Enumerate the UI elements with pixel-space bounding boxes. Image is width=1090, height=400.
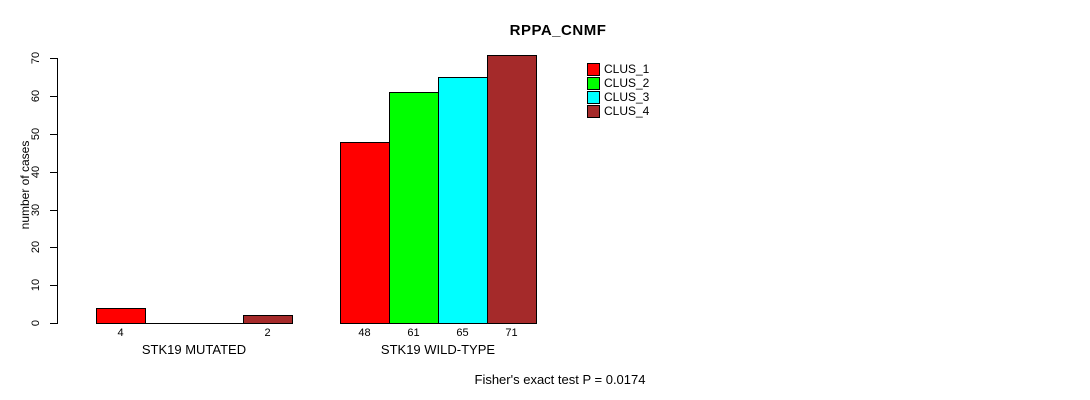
y-axis-tick: [50, 323, 57, 324]
legend: CLUS_1 CLUS_2 CLUS_3 CLUS_4: [587, 62, 649, 118]
y-axis-tick: [50, 285, 57, 287]
bar-value-label: 61: [407, 327, 420, 339]
legend-label: CLUS_2: [604, 76, 650, 90]
y-axis-tick: [50, 96, 57, 98]
y-axis-tick: [50, 134, 57, 135]
x-baseline: [96, 323, 293, 324]
legend-label: CLUS_4: [604, 104, 650, 118]
bar-clus_4: [243, 315, 293, 324]
bar-clus_1: [340, 142, 390, 324]
legend-item: CLUS_2: [587, 76, 649, 90]
y-tick-label: 20: [30, 241, 42, 254]
bar-clus_1: [96, 308, 146, 324]
bar-value-label: 65: [456, 327, 469, 339]
y-tick-label: 30: [30, 203, 42, 216]
legend-swatch-icon: [587, 104, 600, 118]
legend-swatch-icon: [587, 62, 600, 76]
bar-value-label: 2: [264, 327, 271, 339]
bar-value-label: 4: [117, 327, 124, 339]
bar-clus_4: [487, 55, 537, 324]
y-axis-tick: [50, 58, 57, 60]
y-axis-tick: [50, 209, 57, 211]
chart-title: RPPA_CNMF: [509, 22, 607, 39]
legend-swatch-icon: [587, 90, 600, 104]
y-tick-label: 40: [30, 165, 42, 178]
y-tick-label: 10: [30, 279, 42, 292]
group-label: STK19 MUTATED: [141, 342, 247, 357]
group-label: STK19 WILD-TYPE: [380, 342, 496, 357]
bar-clus_2: [389, 92, 439, 324]
y-axis-tick: [50, 247, 57, 249]
y-tick-label: 70: [30, 52, 42, 65]
y-tick-label: 0: [30, 319, 42, 327]
annotation-text: Fisher's exact test P = 0.0174: [474, 372, 646, 387]
legend-item: CLUS_4: [587, 104, 649, 118]
legend-item: CLUS_1: [587, 62, 649, 76]
y-axis-line: [57, 58, 58, 324]
bar-clus_3: [438, 77, 488, 324]
legend-swatch-icon: [587, 76, 600, 90]
legend-label: CLUS_1: [604, 62, 650, 76]
legend-label: CLUS_3: [604, 90, 650, 104]
y-tick-label: 60: [30, 90, 42, 103]
bar-value-label: 71: [505, 327, 518, 339]
bar-value-label: 48: [358, 327, 371, 339]
y-axis-tick: [50, 171, 57, 173]
legend-item: CLUS_3: [587, 90, 649, 104]
y-tick-label: 50: [30, 127, 42, 141]
